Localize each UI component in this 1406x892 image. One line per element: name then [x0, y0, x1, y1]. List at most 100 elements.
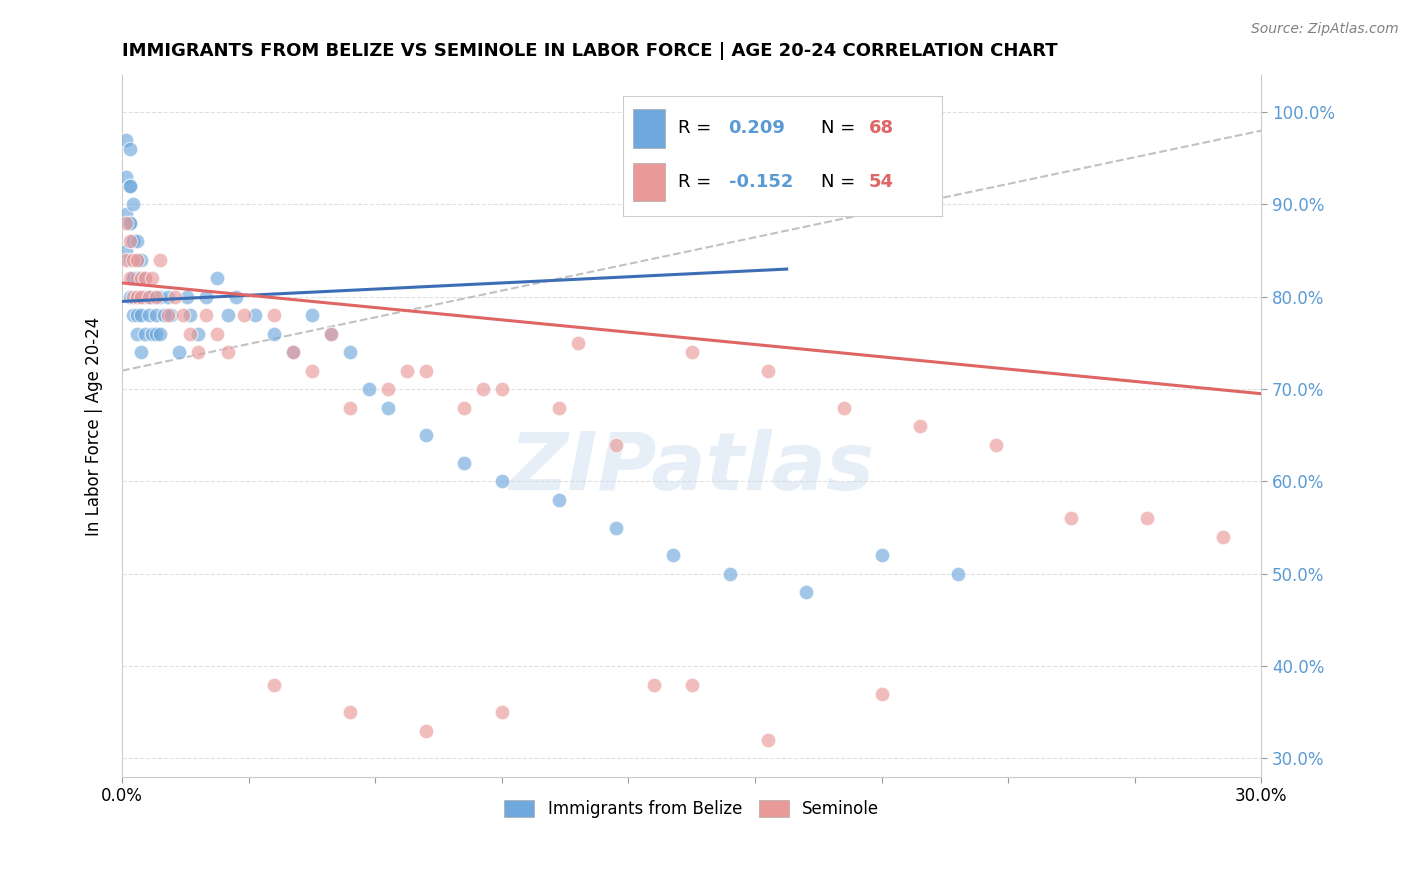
Point	[453, 456, 475, 470]
Point	[176, 290, 198, 304]
Point	[134, 326, 156, 341]
Point	[681, 345, 703, 359]
Point	[415, 723, 437, 738]
Point	[127, 308, 149, 322]
Text: Source: ZipAtlas.com: Source: ZipAtlas.com	[1251, 22, 1399, 37]
Point	[138, 290, 160, 304]
Point	[134, 271, 156, 285]
Point	[145, 290, 167, 304]
Point	[179, 308, 201, 322]
Point	[179, 326, 201, 341]
Point	[129, 252, 152, 267]
Point	[605, 520, 627, 534]
Point	[167, 345, 190, 359]
Point	[115, 207, 138, 221]
Point	[129, 290, 152, 304]
Point	[134, 290, 156, 304]
Point	[149, 326, 172, 341]
Point	[118, 216, 141, 230]
Point	[1212, 530, 1234, 544]
Point	[263, 326, 285, 341]
Point	[127, 252, 149, 267]
Point	[415, 428, 437, 442]
Point	[832, 401, 855, 415]
Point	[547, 492, 569, 507]
Point	[156, 308, 179, 322]
Point	[547, 401, 569, 415]
Point	[115, 169, 138, 184]
Point	[756, 364, 779, 378]
Point	[908, 419, 931, 434]
Point	[141, 326, 163, 341]
Point	[661, 549, 683, 563]
Point	[165, 290, 187, 304]
Point	[377, 382, 399, 396]
Point	[145, 326, 167, 341]
Point	[681, 677, 703, 691]
Point	[122, 308, 145, 322]
Point	[377, 401, 399, 415]
Point	[160, 308, 183, 322]
Point	[149, 252, 172, 267]
Point	[127, 290, 149, 304]
Point	[122, 271, 145, 285]
Point	[138, 308, 160, 322]
Point	[870, 687, 893, 701]
Point	[129, 308, 152, 322]
Point	[138, 290, 160, 304]
Point	[718, 566, 741, 581]
Point	[129, 345, 152, 359]
Point	[339, 401, 361, 415]
Point	[127, 290, 149, 304]
Point	[1136, 511, 1159, 525]
Point	[605, 437, 627, 451]
Point	[115, 133, 138, 147]
Point	[984, 437, 1007, 451]
Point	[319, 326, 342, 341]
Point	[122, 235, 145, 249]
Point	[118, 216, 141, 230]
Point	[122, 252, 145, 267]
Point	[118, 179, 141, 194]
Point	[115, 244, 138, 258]
Point	[118, 271, 141, 285]
Legend: Immigrants from Belize, Seminole: Immigrants from Belize, Seminole	[498, 793, 886, 825]
Point	[127, 235, 149, 249]
Point	[129, 290, 152, 304]
Text: IMMIGRANTS FROM BELIZE VS SEMINOLE IN LABOR FORCE | AGE 20-24 CORRELATION CHART: IMMIGRANTS FROM BELIZE VS SEMINOLE IN LA…	[122, 42, 1057, 60]
Point	[870, 549, 893, 563]
Point	[129, 271, 152, 285]
Point	[357, 382, 380, 396]
Point	[141, 290, 163, 304]
Point	[115, 252, 138, 267]
Point	[415, 364, 437, 378]
Point	[127, 252, 149, 267]
Text: ZIPatlas: ZIPatlas	[509, 429, 875, 508]
Point	[127, 326, 149, 341]
Point	[1060, 511, 1083, 525]
Point	[243, 308, 266, 322]
Point	[794, 585, 817, 599]
Point	[756, 733, 779, 747]
Point	[115, 216, 138, 230]
Point	[263, 308, 285, 322]
Point	[194, 290, 217, 304]
Point	[145, 308, 167, 322]
Point	[471, 382, 494, 396]
Point	[946, 566, 969, 581]
Point	[491, 382, 513, 396]
Point	[319, 326, 342, 341]
Point	[118, 142, 141, 156]
Point	[194, 308, 217, 322]
Point	[491, 475, 513, 489]
Point	[149, 290, 172, 304]
Point	[491, 705, 513, 719]
Point	[153, 308, 176, 322]
Point	[339, 345, 361, 359]
Point	[127, 271, 149, 285]
Point	[225, 290, 247, 304]
Point	[122, 271, 145, 285]
Point	[217, 308, 239, 322]
Point	[205, 326, 228, 341]
Point	[453, 401, 475, 415]
